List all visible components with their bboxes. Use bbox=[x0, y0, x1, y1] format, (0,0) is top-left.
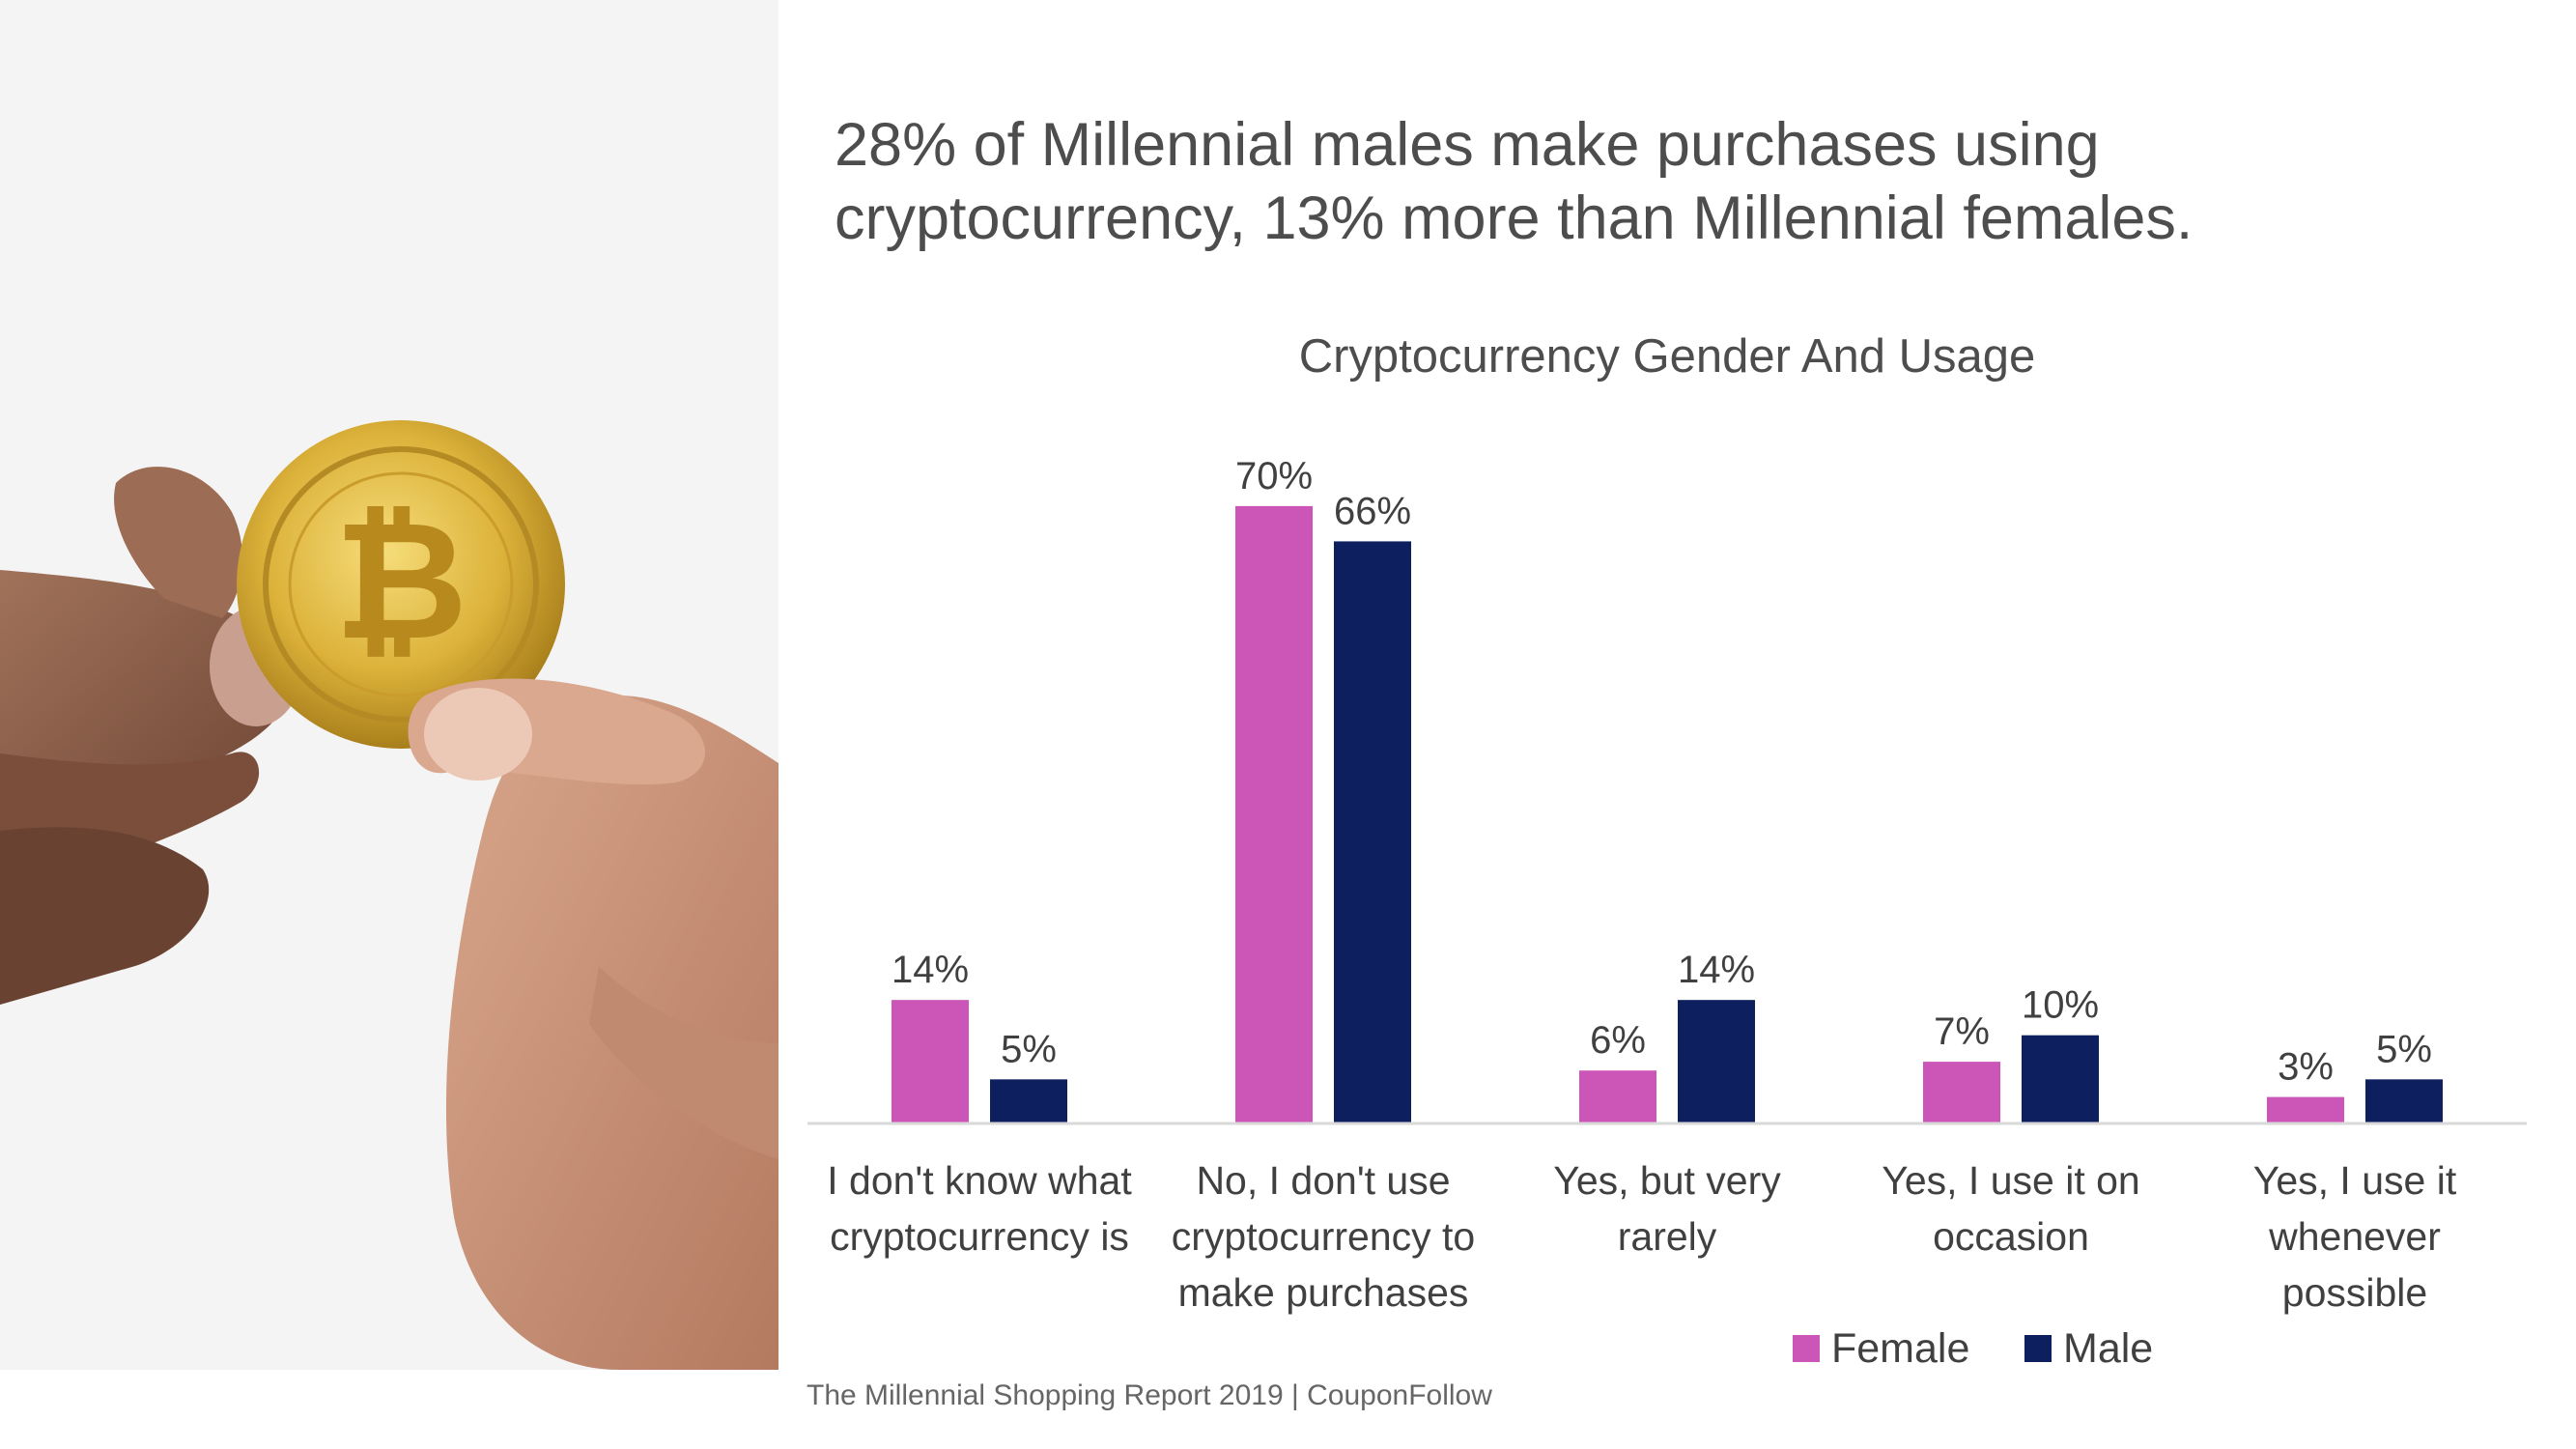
x-tick-label: Yes, but very rarely bbox=[1553, 1158, 1781, 1259]
legend-label-male: Male bbox=[2063, 1325, 2153, 1372]
bitcoin-hand-photo: ₿ bbox=[0, 420, 778, 1370]
legend-swatch-male bbox=[2024, 1335, 2052, 1362]
data-label: 70% bbox=[1235, 455, 1313, 497]
bar-male bbox=[2022, 1035, 2099, 1123]
bar-male bbox=[2365, 1079, 2443, 1123]
bar-female bbox=[1235, 505, 1313, 1123]
data-label: 66% bbox=[1334, 490, 1411, 532]
bar-female bbox=[1923, 1062, 2000, 1123]
bar-chart: Cryptocurrency Gender And Usage 14% 5% I d… bbox=[807, 330, 2527, 1372]
x-tick-label: Yes, I use it whenever possible bbox=[2253, 1158, 2457, 1315]
photo-panel: ₿ bbox=[0, 0, 778, 1370]
bar-female bbox=[892, 1000, 969, 1123]
legend-swatch-female bbox=[1793, 1335, 1820, 1362]
data-label: 6% bbox=[1590, 1019, 1646, 1062]
chart-title: Cryptocurrency Gender And Usage bbox=[1299, 330, 2036, 383]
x-tick-label: Yes, I use it on occasion bbox=[1882, 1158, 2139, 1259]
source-footer: The Millennial Shopping Report 2019 | Co… bbox=[807, 1379, 1492, 1411]
data-label: 10% bbox=[2022, 984, 2099, 1027]
bar-male bbox=[1334, 541, 1411, 1123]
x-tick-label: I don't know what cryptocurrency is bbox=[827, 1158, 1132, 1259]
data-label: 7% bbox=[1934, 1010, 1990, 1053]
bar-male bbox=[1678, 1000, 1755, 1123]
svg-text:₿: ₿ bbox=[334, 486, 468, 677]
data-label: 5% bbox=[2376, 1028, 2432, 1070]
legend-label-female: Female bbox=[1831, 1325, 1969, 1372]
data-label: 14% bbox=[892, 949, 969, 991]
x-tick-label: No, I don't use cryptocurrency to make pur… bbox=[1172, 1158, 1475, 1315]
data-label: 3% bbox=[2278, 1046, 2334, 1089]
bar-female bbox=[2267, 1096, 2344, 1123]
legend: Female Male bbox=[1793, 1325, 2153, 1372]
data-label: 14% bbox=[1678, 949, 1755, 991]
bar-female bbox=[1579, 1070, 1656, 1123]
headline: 28% of Millennial males make purchases u… bbox=[835, 111, 2194, 252]
bitcoin-coin bbox=[237, 420, 565, 749]
data-label: 5% bbox=[1001, 1028, 1057, 1070]
bar-male bbox=[990, 1079, 1067, 1123]
